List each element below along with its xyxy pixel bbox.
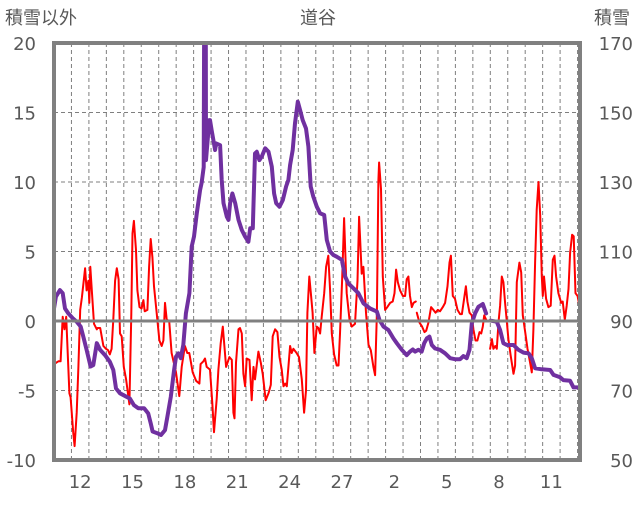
y-left-tick-label: 5 [25, 243, 36, 264]
x-tick-label: 12 [69, 472, 92, 493]
series-group [54, 43, 580, 448]
y-right-tick-label: 110 [599, 243, 633, 264]
y-right-tick-label: 150 [599, 104, 633, 125]
plot-frame [52, 41, 582, 462]
y-left-tick-label: 10 [13, 173, 36, 194]
right-axis-title: 積雪 [594, 8, 630, 29]
series-line-snow-depth [54, 43, 580, 437]
y-left-tick-label: 15 [13, 104, 36, 125]
tick-labels: -10 -5 0 5 10 15 20 50 70 90 110 130 150 170 12 15 18 21 2… [7, 34, 633, 493]
x-tick-label: 24 [278, 472, 301, 493]
y-right-tick-label: 70 [610, 382, 633, 403]
x-tick-label: 8 [493, 472, 504, 493]
y-left-tick-label: -10 [7, 451, 36, 472]
x-tick-label: 15 [121, 472, 144, 493]
x-tick-label: 5 [441, 472, 452, 493]
y-right-tick-label: 50 [610, 451, 633, 472]
y-left-tick-label: -5 [18, 382, 36, 403]
y-right-tick-label: 130 [599, 173, 633, 194]
chart-title: 道谷 [300, 8, 336, 29]
x-tick-label: 11 [540, 472, 563, 493]
x-tick-label: 18 [173, 472, 196, 493]
y-right-tick-label: 170 [599, 34, 633, 55]
x-tick-label: 27 [331, 472, 354, 493]
y-left-tick-label: 0 [25, 312, 36, 333]
gridlines [54, 43, 580, 460]
left-axis-title: 積雪以外 [5, 8, 77, 29]
y-right-tick-label: 90 [610, 312, 633, 333]
x-tick-label: 21 [226, 472, 249, 493]
x-tick-label: 2 [389, 472, 400, 493]
y-left-tick-label: 20 [13, 34, 36, 55]
